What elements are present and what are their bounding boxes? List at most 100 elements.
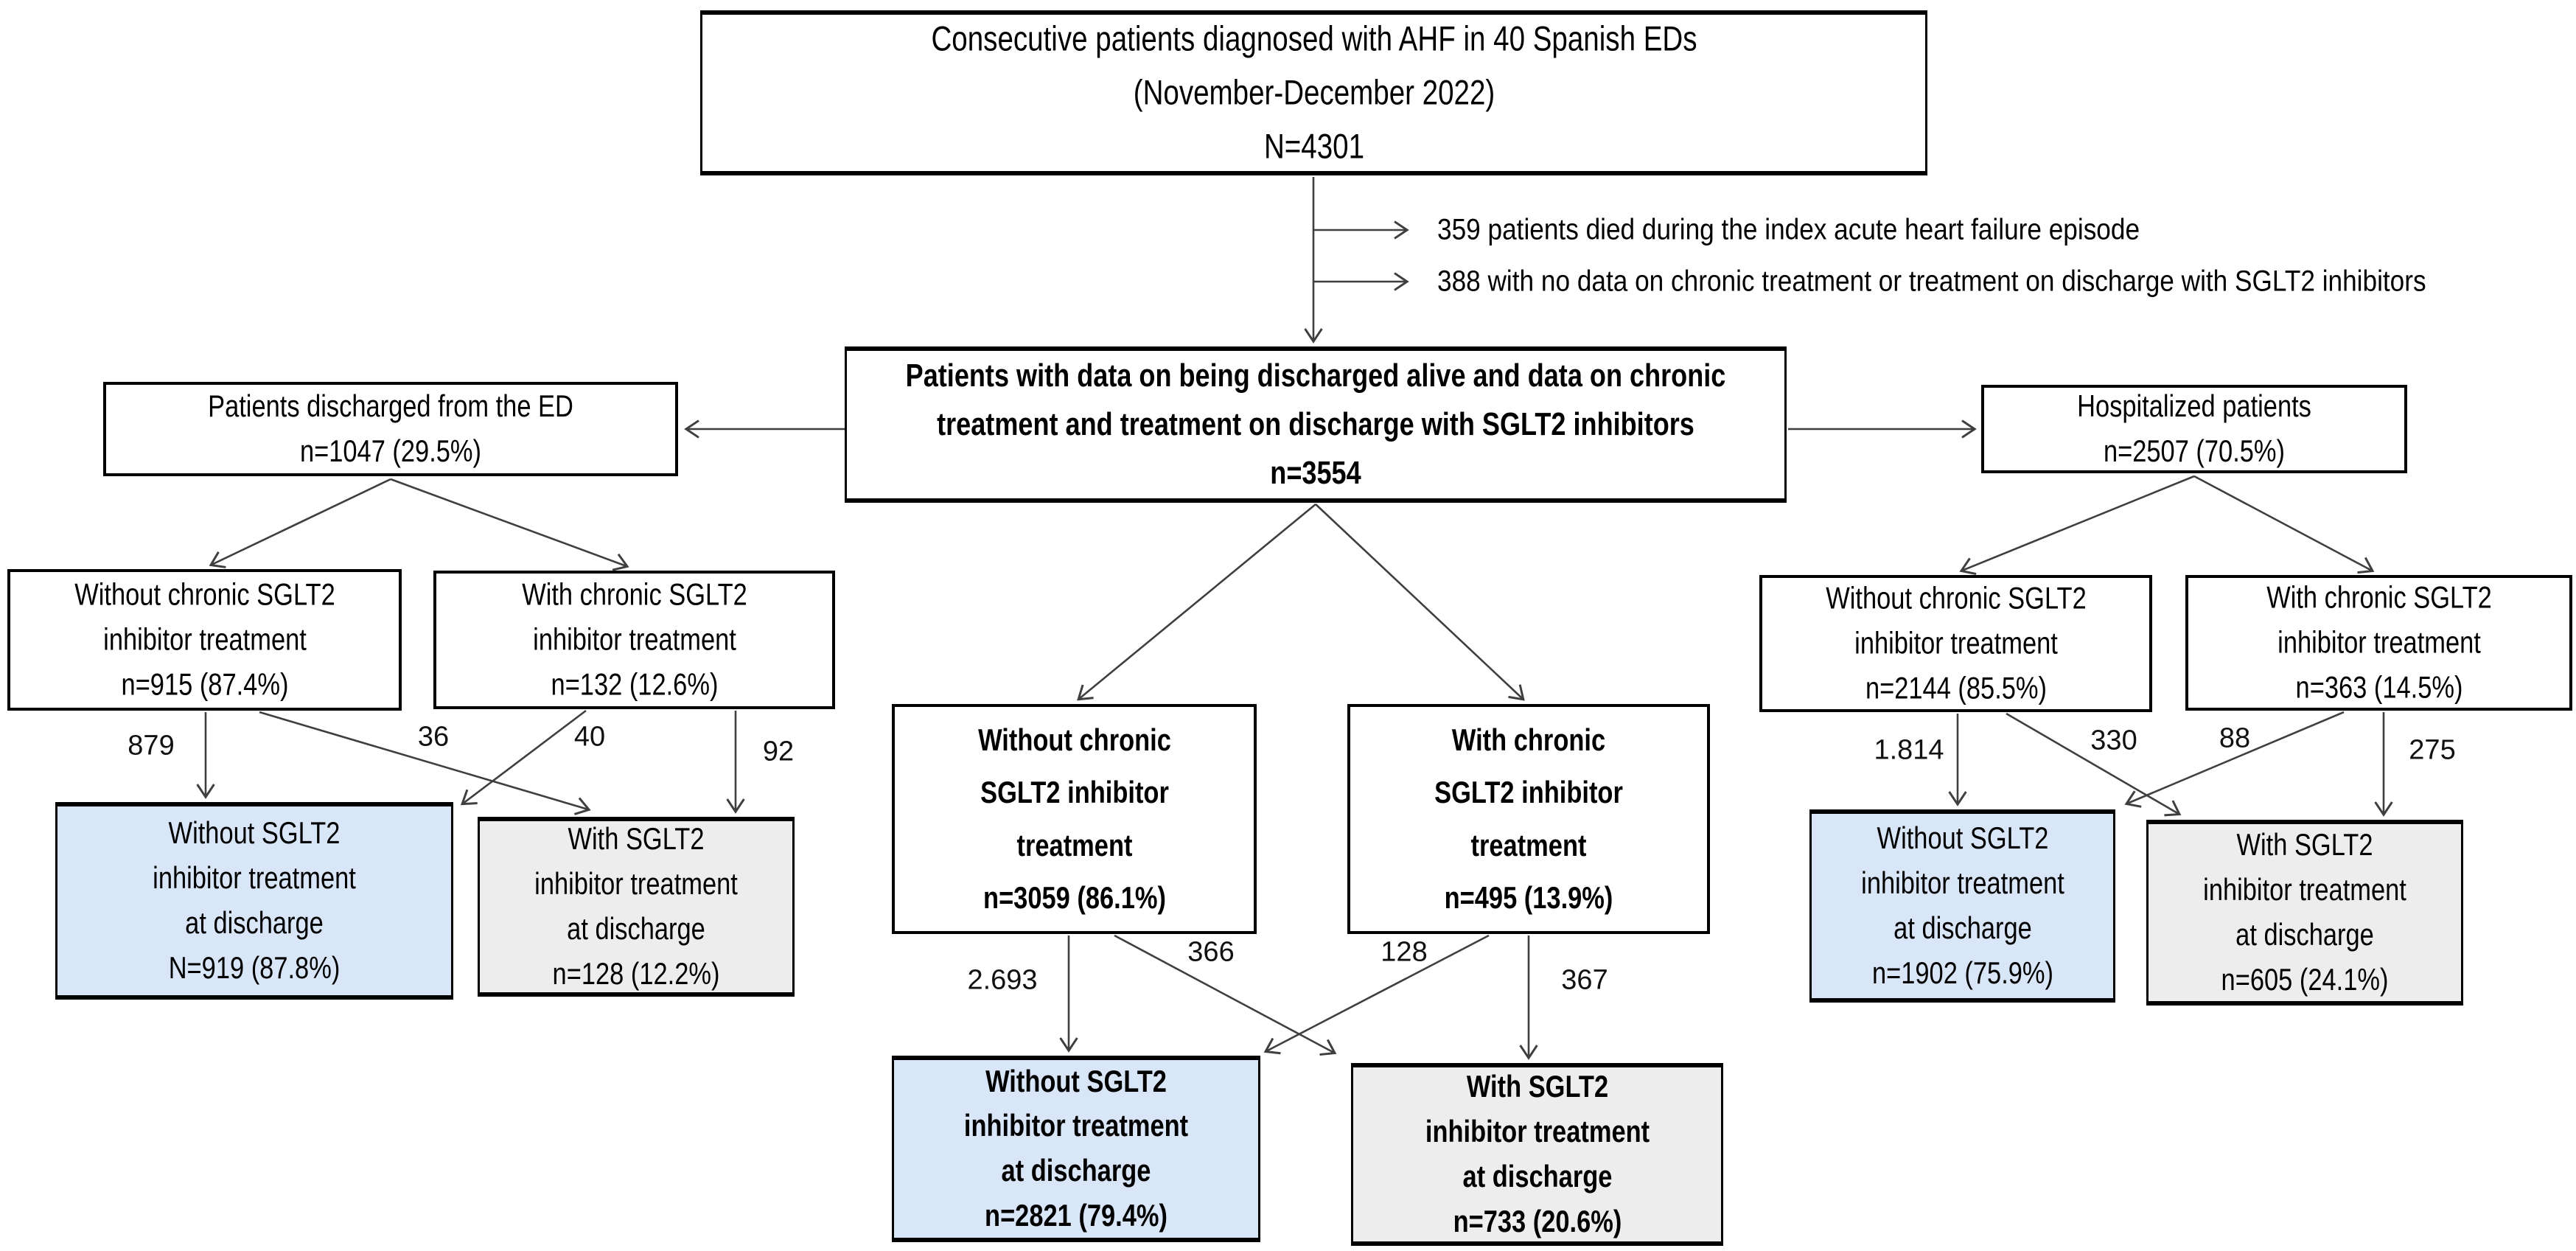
node-line: n=132 (12.6%) <box>551 666 718 702</box>
exclusion-no-data-text: 388 with no data on chronic treatment or… <box>1437 265 2426 298</box>
node-main-with-sglt2-discharge: With SGLT2 inhibitor treatment at discha… <box>1351 1063 1723 1246</box>
node-line: n=495 (13.9%) <box>1444 880 1613 916</box>
exclusion-died: 359 patients died during the index acute… <box>1437 214 2235 247</box>
arrow-330 <box>2006 712 2182 817</box>
node-line: With chronic SGLT2 <box>2266 579 2492 615</box>
arrow-128 <box>1263 934 1490 1055</box>
node-line: Without SGLT2 <box>985 1063 1167 1098</box>
node-line: inhibitor treatment <box>2277 624 2481 660</box>
node-line: Patients with data on being discharged a… <box>905 358 1726 394</box>
node-line: inhibitor treatment <box>1860 865 2064 901</box>
node-line: n=1902 (75.9%) <box>1871 955 2053 990</box>
edge-label-36: 36 <box>417 721 450 753</box>
node-line: inhibitor treatment <box>1425 1114 1650 1149</box>
arrow-366 <box>1114 934 1337 1056</box>
node-line: inhibitor treatment <box>1854 625 2058 661</box>
node-line: at discharge <box>185 905 324 940</box>
exclusion-no-data: 388 with no data on chronic treatment or… <box>1437 265 2561 299</box>
node-ed-with-chronic: With chronic SGLT2 inhibitor treatment n… <box>433 571 835 709</box>
edge-label-879: 879 <box>128 730 175 762</box>
node-line: With SGLT2 <box>568 821 705 857</box>
node-line: With SGLT2 <box>2236 827 2373 863</box>
node-line: SGLT2 inhibitor <box>1434 775 1623 810</box>
edge-label-366: 366 <box>1187 936 1235 968</box>
node-line: n=363 (14.5%) <box>2295 669 2462 705</box>
node-line: at discharge <box>567 911 705 946</box>
node-line: inhibitor treatment <box>534 866 738 902</box>
node-line: SGLT2 inhibitor <box>980 775 1169 810</box>
edge-label-128: 128 <box>1381 936 1428 968</box>
edge-label-1814: 1.814 <box>1874 734 1944 766</box>
arrow-hosp-to-with-chronic <box>2193 475 2375 574</box>
node-line: n=733 (20.6%) <box>1453 1203 1622 1238</box>
node-line: inhibitor treatment <box>963 1108 1189 1143</box>
node-line: Without chronic <box>977 722 1171 758</box>
node-line: Without chronic SGLT2 <box>74 576 335 612</box>
node-main-with-chronic: With chronic SGLT2 inhibitor treatment n… <box>1347 704 1710 934</box>
node-main-without-sglt2-discharge: Without SGLT2 inhibitor treatment at dis… <box>892 1056 1260 1242</box>
node-analyzed-population: Patients with data on being discharged a… <box>845 346 1787 503</box>
node-line: inhibitor treatment <box>102 621 307 657</box>
node-line: Without SGLT2 <box>168 815 341 851</box>
node-line: at discharge <box>1462 1159 1612 1193</box>
node-line: n=2144 (85.5%) <box>1865 670 2047 705</box>
arrow-hosp-to-without-chronic <box>1959 475 2195 576</box>
node-line: inhibitor treatment <box>532 621 736 657</box>
node-ed-with-sglt2-discharge: With SGLT2 inhibitor treatment at discha… <box>478 817 795 997</box>
node-ed-without-chronic: Without chronic SGLT2 inhibitor treatmen… <box>7 569 402 711</box>
edge-label-2693: 2.693 <box>967 964 1038 996</box>
node-line: n=2821 (79.4%) <box>985 1198 1167 1233</box>
node-line: treatment <box>1016 828 1132 863</box>
edge-label-40: 40 <box>573 721 606 753</box>
edge-label-92: 92 <box>762 736 795 767</box>
exclusion-died-text: 359 patients died during the index acute… <box>1437 213 2140 246</box>
node-main-without-chronic: Without chronic SGLT2 inhibitor treatmen… <box>892 704 1257 934</box>
node-line: Hospitalized patients <box>2077 388 2311 424</box>
arrow-ed-to-without-chronic <box>209 478 391 568</box>
arrow-88 <box>2124 711 2345 808</box>
node-line: Without SGLT2 <box>1877 820 2048 856</box>
node-line: N=4301 <box>1263 126 1364 166</box>
node-line: n=3554 <box>1270 455 1361 491</box>
arrow-main-to-main-with-chronic <box>1315 503 1525 701</box>
arrow-40 <box>460 709 587 806</box>
arrow-ed-to-with-chronic <box>390 478 629 571</box>
node-line: treatment <box>1470 828 1587 863</box>
arrow-main-to-main-without-chronic <box>1077 503 1316 701</box>
node-ed-without-sglt2-discharge: Without SGLT2 inhibitor treatment at dis… <box>55 802 453 1000</box>
node-line: n=2507 (70.5%) <box>2103 433 2286 468</box>
node-line: n=3059 (86.1%) <box>982 880 1166 916</box>
edge-label-330: 330 <box>2090 725 2137 756</box>
node-line: inhibitor treatment <box>2203 872 2406 907</box>
node-line: n=915 (87.4%) <box>121 666 288 702</box>
node-line: at discharge <box>1001 1153 1151 1188</box>
node-line: n=605 (24.1%) <box>2221 961 2389 997</box>
node-hosp-with-sglt2-discharge: With SGLT2 inhibitor treatment at discha… <box>2146 820 2463 1006</box>
node-line: at discharge <box>1893 910 2032 945</box>
node-hosp-with-chronic: With chronic SGLT2 inhibitor treatment n… <box>2185 575 2572 711</box>
node-line: at discharge <box>2235 917 2374 952</box>
node-line: treatment and treatment on discharge wit… <box>937 406 1694 442</box>
node-line: N=919 (87.8%) <box>168 949 341 985</box>
edge-label-88: 88 <box>2219 722 2251 754</box>
node-line: (November-December 2022) <box>1133 72 1495 112</box>
node-line: With chronic SGLT2 <box>521 576 747 612</box>
node-hospitalized: Hospitalized patients n=2507 (70.5%) <box>1981 385 2407 473</box>
node-line: Without chronic SGLT2 <box>1825 580 2087 616</box>
node-hosp-without-chronic: Without chronic SGLT2 inhibitor treatmen… <box>1759 575 2152 712</box>
edge-label-367: 367 <box>1561 964 1608 996</box>
node-line: inhibitor treatment <box>153 860 356 896</box>
node-hosp-without-sglt2-discharge: Without SGLT2 inhibitor treatment at dis… <box>1809 809 2115 1003</box>
node-discharged-from-ed: Patients discharged from the ED n=1047 (… <box>103 382 678 476</box>
node-line: Consecutive patients diagnosed with AHF … <box>930 18 1697 58</box>
node-line: With SGLT2 <box>1466 1069 1608 1104</box>
node-line: n=128 (12.2%) <box>552 955 720 991</box>
node-line: n=1047 (29.5%) <box>299 433 482 468</box>
node-total-population: Consecutive patients diagnosed with AHF … <box>700 10 1927 175</box>
node-line: Patients discharged from the ED <box>208 388 573 424</box>
node-line: With chronic <box>1451 722 1606 758</box>
edge-label-275: 275 <box>2409 734 2456 766</box>
arrow-36 <box>259 711 591 815</box>
